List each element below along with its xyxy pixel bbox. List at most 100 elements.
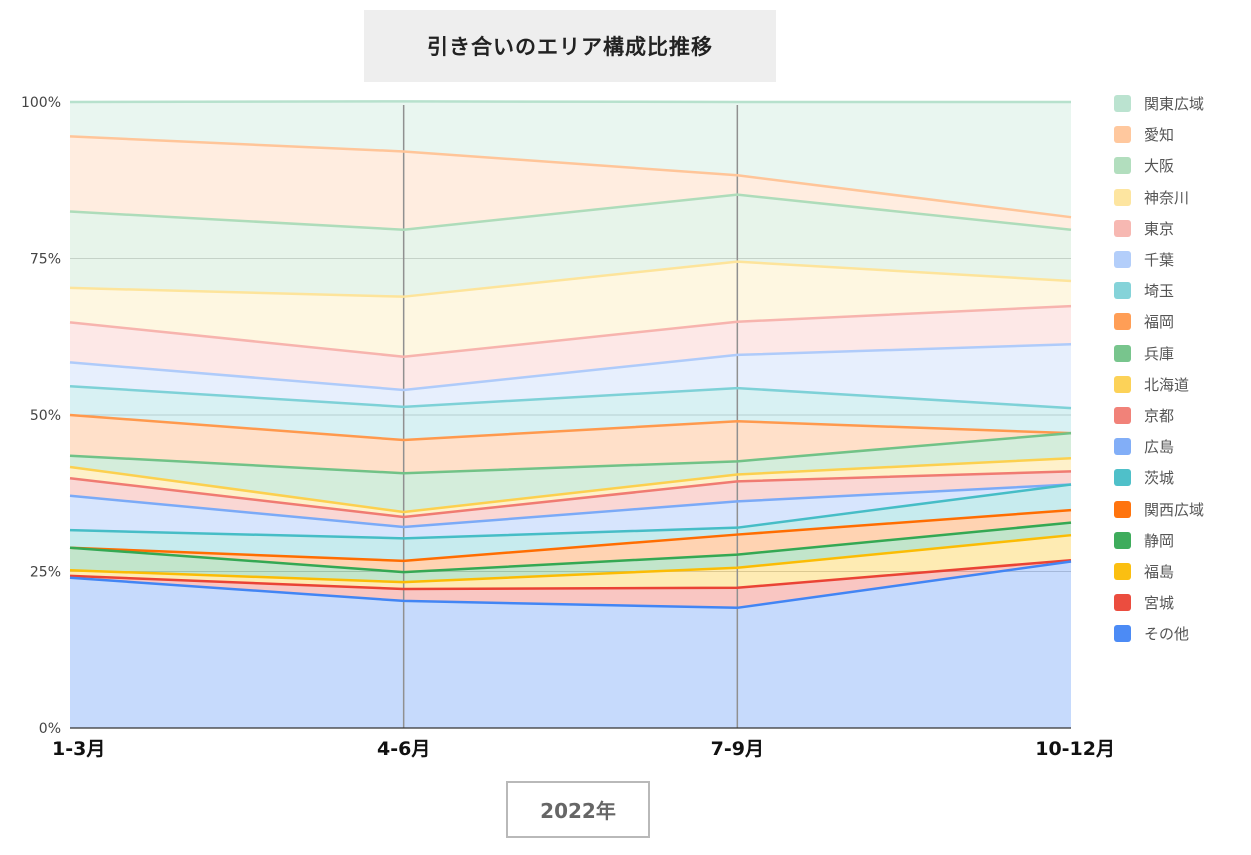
y-tick-label: 0% — [39, 721, 61, 737]
line-その他 — [69, 560, 1072, 610]
legend-label: 埼玉 — [1144, 282, 1175, 301]
legend: 関東広域愛知大阪神奈川東京千葉埼玉福岡兵庫北海道京都広島茨城関西広域静岡福島宮城… — [1114, 88, 1204, 649]
x-tick-label: 10-12月 — [1035, 738, 1115, 760]
legend-label: 宮城 — [1144, 594, 1175, 613]
legend-label: 静岡 — [1144, 531, 1175, 550]
area-茨城 — [70, 484, 1071, 561]
line-関東広域 — [69, 100, 1071, 104]
area-関東広域 — [70, 101, 1071, 218]
legend-label: 千葉 — [1144, 251, 1175, 270]
area-福岡 — [70, 415, 1071, 474]
legend-item[interactable]: 静岡 — [1114, 525, 1204, 556]
legend-label: 神奈川 — [1144, 188, 1190, 207]
legend-label: 京都 — [1144, 406, 1175, 425]
x-tick-label: 7-9月 — [711, 738, 764, 760]
legend-item[interactable]: 茨城 — [1114, 462, 1204, 493]
legend-swatch — [1114, 313, 1131, 331]
legend-item[interactable]: 東京 — [1114, 213, 1204, 244]
line-北海道 — [69, 456, 1072, 514]
chart-title: 引き合いのエリア構成比推移 — [427, 35, 713, 59]
legend-item[interactable]: 宮城 — [1114, 587, 1204, 618]
line-layer — [69, 100, 1072, 610]
legend-label: 福島 — [1144, 562, 1175, 581]
x-axis-group-label-box: 2022年 — [506, 781, 650, 838]
legend-swatch — [1114, 95, 1131, 113]
area-layer — [70, 101, 1071, 728]
area-福島 — [70, 535, 1071, 590]
line-埼玉 — [69, 384, 1072, 410]
legend-swatch — [1114, 126, 1131, 144]
legend-label: 広島 — [1144, 438, 1175, 457]
legend-swatch — [1114, 375, 1131, 393]
line-宮城 — [69, 558, 1072, 591]
line-東京 — [69, 304, 1072, 359]
legend-item[interactable]: 大阪 — [1114, 150, 1204, 181]
legend-label: 大阪 — [1144, 157, 1175, 176]
line-大阪 — [69, 193, 1072, 231]
legend-swatch — [1114, 157, 1131, 175]
x-axis-group-label: 2022年 — [540, 799, 616, 823]
line-広島 — [69, 483, 1072, 529]
legend-swatch — [1114, 562, 1131, 580]
legend-item[interactable]: 広島 — [1114, 431, 1204, 462]
legend-swatch — [1114, 438, 1131, 456]
legend-item[interactable]: 千葉 — [1114, 244, 1204, 275]
line-茨城 — [69, 483, 1072, 540]
legend-label: 愛知 — [1144, 126, 1175, 145]
line-京都 — [69, 470, 1072, 519]
area-兵庫 — [70, 433, 1071, 513]
legend-swatch — [1114, 344, 1131, 362]
area-神奈川 — [70, 261, 1071, 357]
legend-item[interactable]: その他 — [1114, 618, 1204, 649]
line-神奈川 — [69, 260, 1072, 298]
y-tick-label: 75% — [30, 252, 61, 268]
legend-label: 北海道 — [1144, 375, 1190, 394]
legend-label: 福岡 — [1144, 313, 1175, 332]
legend-item[interactable]: 福岡 — [1114, 306, 1204, 337]
area-愛知 — [70, 136, 1071, 230]
legend-item[interactable]: 北海道 — [1114, 369, 1204, 400]
legend-swatch — [1114, 406, 1131, 424]
area-埼玉 — [70, 386, 1071, 441]
legend-label: その他 — [1144, 625, 1190, 644]
area-東京 — [70, 306, 1071, 390]
legend-item[interactable]: 埼玉 — [1114, 275, 1204, 306]
legend-swatch — [1114, 219, 1131, 237]
y-tick-label: 50% — [30, 408, 61, 424]
line-千葉 — [69, 343, 1072, 392]
legend-swatch — [1114, 531, 1131, 549]
legend-swatch — [1114, 188, 1131, 206]
legend-item[interactable]: 神奈川 — [1114, 182, 1204, 213]
legend-item[interactable]: 関西広域 — [1114, 493, 1204, 524]
x-tick-label: 1-3月 — [52, 738, 105, 760]
area-北海道 — [70, 458, 1071, 518]
legend-swatch — [1114, 469, 1131, 487]
line-関西広域 — [69, 508, 1072, 563]
line-福島 — [69, 533, 1072, 584]
legend-item[interactable]: 関東広域 — [1114, 88, 1204, 119]
legend-swatch — [1114, 282, 1131, 300]
legend-swatch — [1114, 625, 1131, 643]
legend-label: 関東広域 — [1144, 95, 1205, 114]
area-大阪 — [70, 194, 1071, 297]
line-愛知 — [69, 135, 1072, 219]
legend-label: 茨城 — [1144, 469, 1175, 488]
line-静岡 — [69, 521, 1072, 574]
y-tick-label: 25% — [30, 565, 61, 581]
legend-item[interactable]: 福島 — [1114, 556, 1204, 587]
legend-item[interactable]: 兵庫 — [1114, 338, 1204, 369]
line-兵庫 — [69, 431, 1072, 475]
legend-item[interactable]: 京都 — [1114, 400, 1204, 431]
legend-swatch — [1114, 500, 1131, 518]
legend-label: 関西広域 — [1144, 500, 1205, 519]
legend-swatch — [1114, 594, 1131, 612]
chart-title-box: 引き合いのエリア構成比推移 — [364, 10, 776, 82]
legend-item[interactable]: 愛知 — [1114, 119, 1204, 150]
y-tick-label: 100% — [21, 95, 61, 111]
legend-label: 東京 — [1144, 219, 1175, 238]
axes: 0% 25% 50% 75% 100% 1-3月 4-6月 7-9月 10-12月 — [21, 95, 1115, 760]
legend-swatch — [1114, 251, 1131, 269]
legend-label: 兵庫 — [1144, 344, 1175, 363]
x-tick-label: 4-6月 — [377, 738, 430, 760]
